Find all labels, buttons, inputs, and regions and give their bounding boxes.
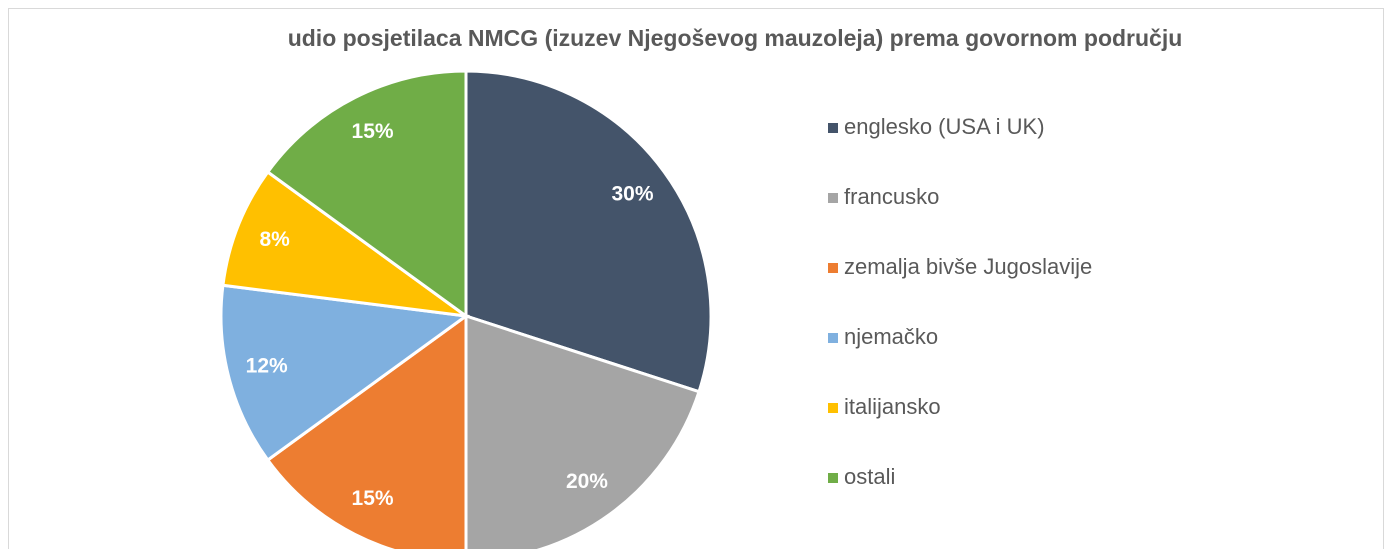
- pie-slice: [219, 283, 470, 463]
- data-label: 15%: [352, 120, 394, 143]
- pie-slice: [221, 169, 467, 318]
- data-label: 15%: [352, 487, 394, 510]
- data-label: 12%: [246, 355, 288, 378]
- legend-label: francusko: [844, 184, 939, 209]
- data-label: 20%: [566, 470, 608, 493]
- legend-swatch: [828, 333, 838, 343]
- legend-label: ostali: [844, 464, 895, 489]
- legend-label: njemačko: [844, 324, 938, 349]
- legend-swatch: [828, 123, 838, 133]
- legend-label: englesko (USA i UK): [844, 114, 1045, 139]
- legend-swatch: [828, 263, 838, 273]
- data-label: 30%: [611, 183, 653, 206]
- pie-slice: [265, 313, 468, 549]
- legend-swatch: [828, 473, 838, 483]
- chart-title: udio posjetilaca NMCG (izuzev Njegoševog…: [288, 25, 1183, 51]
- pie-slice: [464, 69, 713, 394]
- pie-slice: [464, 313, 701, 549]
- legend-swatch: [828, 193, 838, 203]
- legend-label: italijansko: [844, 394, 941, 419]
- legend-swatch: [828, 403, 838, 413]
- legend-label: zemalja bivše Jugoslavije: [844, 254, 1092, 279]
- data-label: 8%: [259, 228, 290, 251]
- pie-slice: [265, 69, 468, 319]
